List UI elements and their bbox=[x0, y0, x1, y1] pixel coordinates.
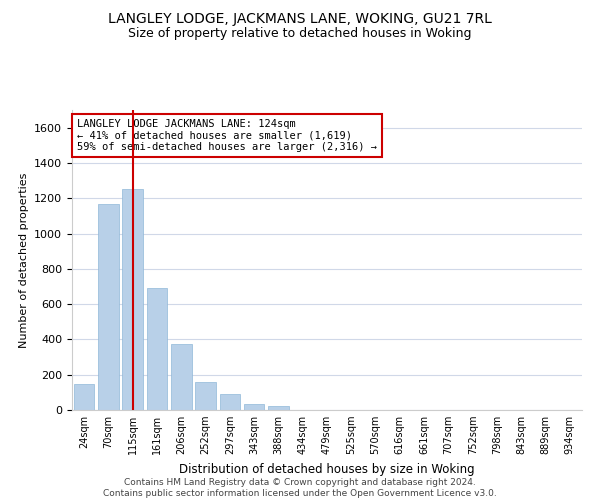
Bar bbox=[146, 288, 167, 410]
Bar bbox=[74, 384, 94, 410]
Bar bbox=[122, 188, 143, 410]
Text: LANGLEY LODGE JACKMANS LANE: 124sqm
← 41% of detached houses are smaller (1,619): LANGLEY LODGE JACKMANS LANE: 124sqm ← 41… bbox=[77, 119, 377, 152]
Y-axis label: Number of detached properties: Number of detached properties bbox=[19, 172, 29, 348]
Text: Contains HM Land Registry data © Crown copyright and database right 2024.
Contai: Contains HM Land Registry data © Crown c… bbox=[103, 478, 497, 498]
X-axis label: Distribution of detached houses by size in Woking: Distribution of detached houses by size … bbox=[179, 462, 475, 475]
Bar bbox=[171, 344, 191, 410]
Bar bbox=[268, 406, 289, 410]
Bar bbox=[98, 204, 119, 410]
Bar bbox=[220, 394, 240, 410]
Bar bbox=[195, 382, 216, 410]
Bar bbox=[244, 404, 265, 410]
Text: LANGLEY LODGE, JACKMANS LANE, WOKING, GU21 7RL: LANGLEY LODGE, JACKMANS LANE, WOKING, GU… bbox=[108, 12, 492, 26]
Text: Size of property relative to detached houses in Woking: Size of property relative to detached ho… bbox=[128, 28, 472, 40]
